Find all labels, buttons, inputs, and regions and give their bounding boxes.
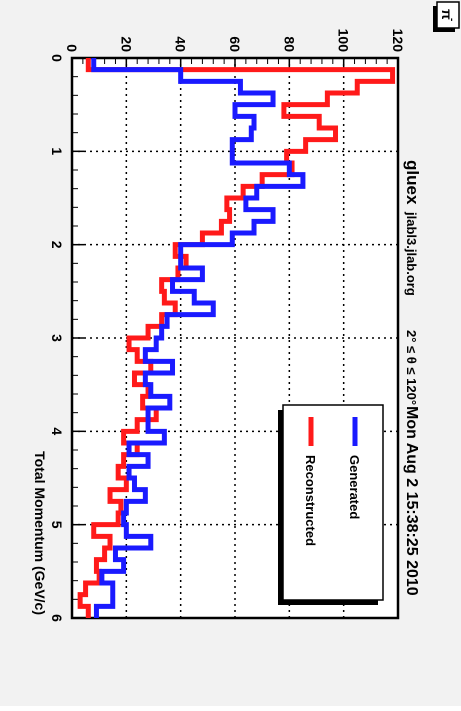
cut-label: 2° ≤ θ ≤ 120° <box>404 330 419 405</box>
y-tick-label: 0 <box>64 44 80 52</box>
x-tick-label: 5 <box>49 521 65 529</box>
timestamp-label: Mon Aug 2 15:38:25 2010 <box>403 406 420 596</box>
x-tick-labels: 0 1 2 3 4 5 6 <box>49 54 65 622</box>
x-axis-title: Total Momentum (GeV/c) <box>32 451 48 615</box>
y-tick-labels: 0 20 40 60 80 100 120 <box>64 29 406 53</box>
legend: Generated Reconstructed <box>278 404 384 605</box>
x-tick-label: 6 <box>49 614 65 622</box>
x-tick-label: 1 <box>49 147 65 155</box>
x-tick-label: 3 <box>49 334 65 342</box>
series-generated-histogram <box>91 58 306 618</box>
y-tick-label: 20 <box>118 36 134 52</box>
corner-label: π <box>439 9 455 20</box>
corner-label-superscript: - <box>446 18 457 21</box>
legend-label-generated: Generated <box>347 455 362 519</box>
x-tick-label: 4 <box>49 427 65 435</box>
experiment-label: gluex <box>403 160 422 205</box>
corner-label-box <box>436 1 460 29</box>
axis-ticks <box>71 57 399 619</box>
legend-box <box>282 404 384 601</box>
series-reconstructed-histogram <box>77 58 396 618</box>
y-tick-label: 80 <box>281 36 297 52</box>
rotated-plot: 0 1 2 3 4 5 6 0 20 40 60 80 100 120 Total Momentum (… <box>32 1 460 622</box>
host-label: jlabl3.jlab.org <box>404 211 419 296</box>
y-tick-label: 100 <box>336 29 352 53</box>
y-tick-label: 40 <box>173 36 189 52</box>
y-tick-label: 60 <box>227 36 243 52</box>
y-tick-label: 120 <box>390 29 406 53</box>
x-tick-label: 0 <box>49 54 65 62</box>
series-layer <box>77 58 396 618</box>
x-tick-label: 2 <box>49 241 65 249</box>
legend-label-reconstructed: Reconstructed <box>303 455 318 546</box>
